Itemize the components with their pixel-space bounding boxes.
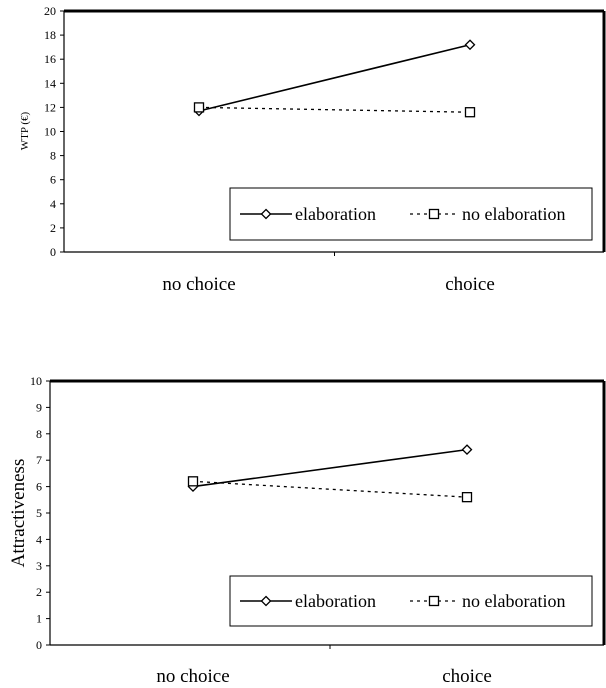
- y-axis-label: WTP (€): [19, 111, 31, 150]
- y-tick-label: 6: [50, 173, 56, 187]
- y-tick-label: 2: [36, 585, 42, 599]
- y-tick-label: 10: [44, 125, 56, 139]
- y-tick-label: 18: [44, 28, 56, 42]
- wtp-chart: 0 2 4 6 8 10 12 14 16 18 20 WTP (€) no choice choice e…: [19, 4, 606, 295]
- y-tick-label: 14: [44, 76, 56, 90]
- x-category-label: choice: [445, 274, 495, 295]
- series-line-elaboration: [198, 43, 471, 112]
- y-tick-label: 5: [36, 506, 42, 520]
- data-point-no-elaboration: [193, 102, 205, 113]
- legend-label-no-elaboration: no elaboration: [462, 204, 565, 224]
- legend-marker-no-elaboration: [428, 595, 440, 607]
- y-tick-label: 0: [36, 638, 42, 652]
- legend-marker-elaboration: [260, 595, 272, 607]
- legend-label-elaboration: elaboration: [295, 591, 376, 611]
- x-category-label: no choice: [162, 274, 235, 295]
- attractiveness-chart: 0 1 2 3 4 5 6 7 8 9 10 Attractiveness no choice choic…: [8, 374, 606, 687]
- series-line-elaboration: [192, 448, 468, 488]
- series-line-no-elaboration: [192, 480, 468, 498]
- y-tick-label: 0: [50, 245, 56, 259]
- y-tick-label: 4: [50, 197, 56, 211]
- y-tick-label: 10: [30, 374, 42, 388]
- y-tick-label: 7: [36, 453, 42, 467]
- y-tick-label: 6: [36, 480, 42, 494]
- y-tick-label: 16: [44, 52, 56, 66]
- legend-label-elaboration: elaboration: [295, 204, 376, 224]
- data-point-no-elaboration: [461, 492, 473, 503]
- data-point-no-elaboration: [187, 476, 199, 487]
- y-tick-label: 9: [36, 400, 42, 414]
- legend-label-no-elaboration: no elaboration: [462, 591, 565, 611]
- y-tick-label: 3: [36, 559, 42, 573]
- y-tick-label: 8: [36, 427, 42, 441]
- y-axis-label: Attractiveness: [8, 459, 29, 568]
- data-point-no-elaboration: [464, 107, 476, 118]
- y-tick-label: 20: [44, 4, 56, 18]
- legend-marker-elaboration: [260, 208, 272, 220]
- x-category-label: no choice: [156, 666, 229, 687]
- series-line-no-elaboration: [198, 106, 471, 113]
- legend-marker-no-elaboration: [428, 208, 440, 220]
- x-category-label: choice: [442, 666, 492, 687]
- y-tick-label: 8: [50, 149, 56, 163]
- y-tick-label: 4: [36, 532, 42, 546]
- data-point-elaboration: [464, 39, 476, 51]
- data-point-elaboration: [461, 444, 473, 456]
- y-tick-label: 12: [44, 100, 56, 114]
- y-tick-label: 2: [50, 221, 56, 235]
- y-tick-label: 1: [36, 612, 42, 626]
